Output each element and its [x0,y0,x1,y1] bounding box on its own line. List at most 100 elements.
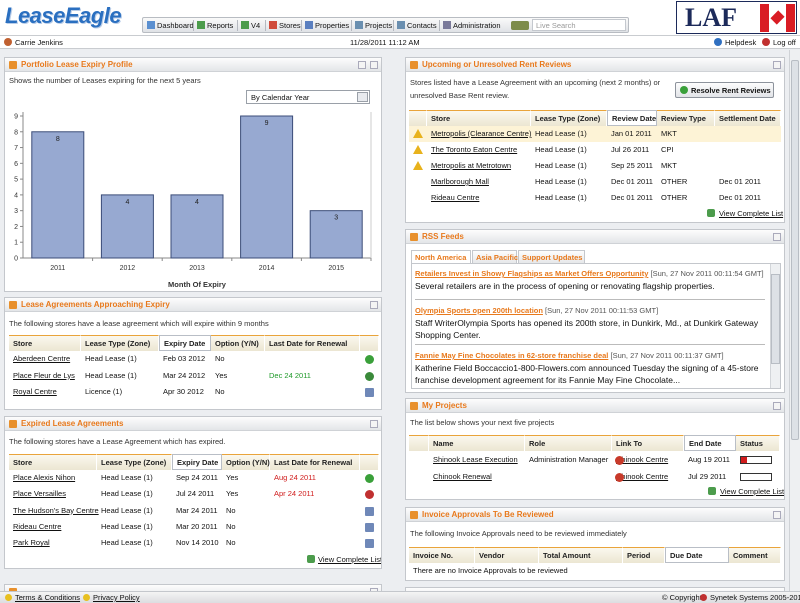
panel-button[interactable] [773,511,781,519]
x-tick-label: 2015 [328,265,344,272]
bar [31,131,85,259]
nav-item[interactable]: V4 [251,21,261,30]
panel-subtitle: The following stores have a Lease Agreem… [9,437,226,446]
nav-item[interactable]: Reports [207,21,234,30]
rent-reviews-panel: Upcoming or Unresolved Rent Reviews Store… [405,57,785,223]
nav-item[interactable]: Properties [315,21,350,30]
panel-header: Invoice Approvals To Be Reviewed [406,508,784,522]
nav-item[interactable]: Contacts [407,21,437,30]
rss-item-title[interactable]: Fannie May Fine Chocolates in 62-store f… [415,351,609,360]
rss-item-title[interactable]: Olympia Sports open 200th location [415,306,543,315]
dropdown[interactable]: By Calendar Year [246,90,370,104]
check-icon [365,474,374,484]
table-cell: CPI [661,145,674,154]
rss-tab[interactable]: North America [411,250,471,264]
table-link[interactable]: Rideau Centre [13,522,62,532]
table-header: Link To [612,435,684,451]
table-header: Comment [729,547,781,563]
table-link[interactable]: Place Alexis Nihon [13,473,76,483]
nav-item[interactable]: Projects [365,21,393,30]
table-cell: Head Lease (1) [535,161,587,170]
nav-item[interactable]: Administration [453,21,501,30]
table-link[interactable]: Place Fleur de Lys [13,370,75,380]
rss-tab[interactable]: Support Updates [518,250,585,264]
status-bar [740,472,772,481]
table-link[interactable]: Royal Centre [13,387,57,397]
table-link[interactable]: Place Versailles [13,489,66,499]
table-cell: MKT [661,129,677,138]
view-complete-list[interactable]: View Complete List [318,555,382,564]
copyright: © Copyright [662,593,702,602]
user-icon [4,38,12,46]
rss-tab-label: Asia Pacific [476,253,519,262]
nav-separator [439,20,440,31]
table-header: Invoice No. [409,547,475,563]
helpdesk[interactable]: Helpdesk [725,38,757,47]
table-link[interactable]: Chinook Centre [616,454,669,464]
panel-header [406,588,784,591]
table-link[interactable]: Shinook Lease Execution [433,454,518,464]
panel-button[interactable] [773,402,781,410]
nav-separator [193,20,194,31]
rss-scroll-thumb [771,274,780,364]
table-cell: No [226,522,236,532]
nav-icon [241,21,249,29]
table-link[interactable]: Chinook Renewal [433,471,492,481]
table-link[interactable]: Marlborough Mall [431,177,489,186]
table-header: Status [736,435,780,451]
terms-link[interactable]: Terms & Conditions [15,593,81,602]
panel-icon [9,301,17,309]
nav-icon [397,21,405,29]
panel-icon [9,61,17,69]
search-box[interactable]: Live Search [532,19,626,31]
table-link[interactable]: Chinook Centre [616,471,669,481]
panel-button[interactable] [370,420,378,428]
table-cell: Sep 25 2011 [611,161,653,170]
rss-item-title[interactable]: Retailers Invest in Showy Flagships as M… [415,269,649,278]
table-link[interactable]: The Toronto Eaton Centre [431,145,518,154]
table-link[interactable]: Metropolis at Metrotown [431,161,512,170]
table-link[interactable]: Metropolis (Clearance Centre) [431,129,532,138]
table-header [360,335,379,351]
rss-tab[interactable]: Asia Pacific [472,250,519,264]
table-link[interactable]: Aberdeen Centre [13,354,71,364]
status-fill [741,456,747,463]
table-cell: Yes [215,370,228,380]
table-cell: OTHER [661,193,688,202]
privacy-link[interactable]: Privacy Policy [93,593,140,602]
panel-button[interactable] [370,588,378,591]
logoff[interactable]: Log off [773,38,796,47]
projects-panel: My Projects The list below shows your nex… [405,398,785,500]
table-header: Due Date [665,547,729,563]
resolve-button[interactable]: Resolve Rent Reviews [675,82,774,98]
nav-icon [197,21,205,29]
panel-button[interactable] [773,233,781,241]
nav-separator [393,20,394,31]
panel-button[interactable] [773,61,781,69]
panel-title: RSS Feeds [422,232,464,241]
expired-panel: Expired Lease Agreements The following st… [4,416,382,569]
panel-header: Portfolio Lease Expiry Profile [5,58,381,72]
nav-item[interactable]: Stores [279,21,301,30]
help-icon [714,38,722,46]
panel-icon [410,233,418,241]
nav-icon [305,21,313,29]
panel-button[interactable] [358,61,366,69]
nav-item[interactable]: Dashboard [157,21,194,30]
rss-item-text: Staff WriterOlympia Sports has opened it… [415,318,759,340]
panel-button[interactable] [370,301,378,309]
y-tick-label: 3 [14,208,18,215]
panel-button[interactable] [370,61,378,69]
panel-header: My Projects [406,399,784,413]
panel-title: Expired Lease Agreements [21,419,124,428]
panel-subtitle: Stores listed have a Lease Agreement wit… [410,78,661,100]
view-complete-list[interactable]: View Complete List [719,209,784,218]
table-link[interactable]: Rideau Centre [431,193,480,202]
button-label: Resolve Rent Reviews [691,86,771,95]
table-link[interactable]: Park Royal [13,538,50,548]
view-complete-list[interactable]: View Complete List [720,487,785,496]
button-icon [680,86,688,94]
table-cell: Head Lease (1) [101,522,153,532]
table-link[interactable]: The Hudson's Bay Centre [13,505,99,515]
